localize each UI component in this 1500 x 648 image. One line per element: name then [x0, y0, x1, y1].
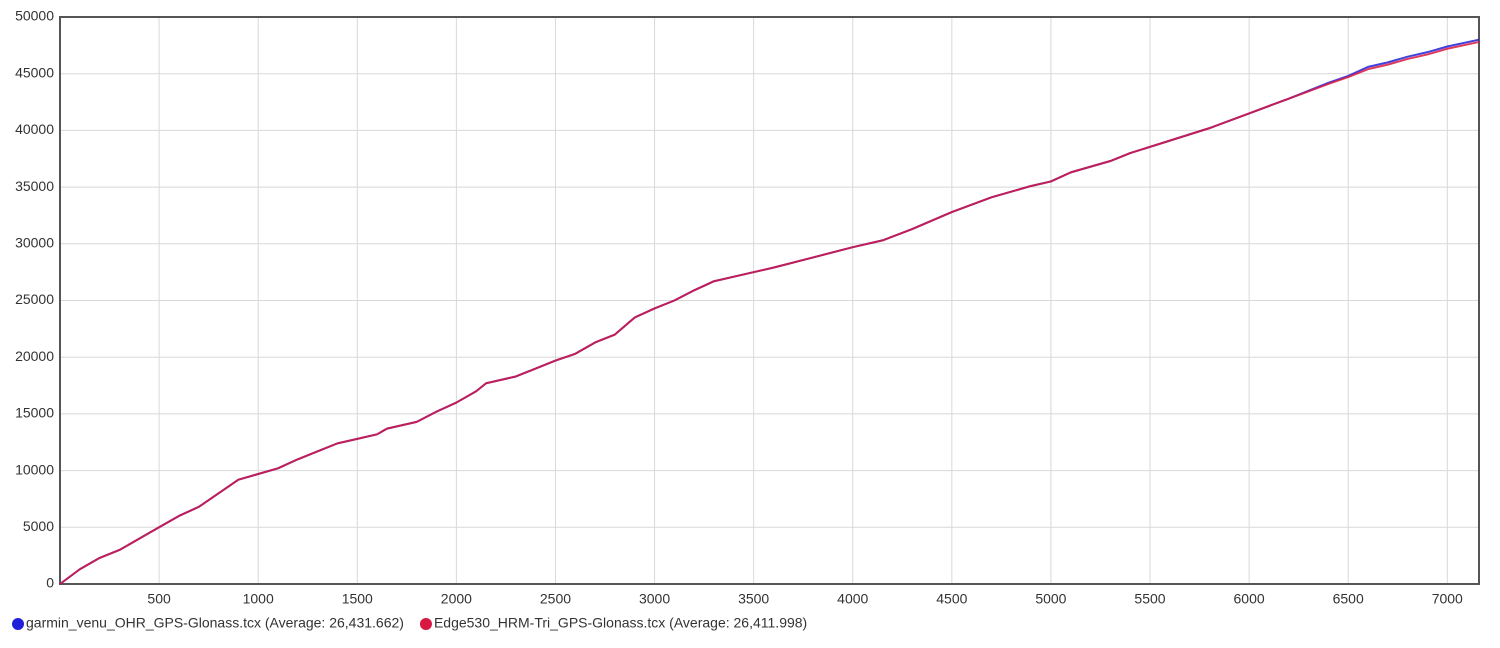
y-tick-label: 45000 — [15, 64, 54, 80]
legend-label: Edge530_HRM-Tri_GPS-Glonass.tcx (Average… — [434, 615, 807, 631]
x-tick-label: 4000 — [837, 591, 868, 607]
x-tick-label: 4500 — [936, 591, 967, 607]
y-tick-label: 30000 — [15, 235, 54, 251]
plot-border — [59, 16, 1480, 585]
y-tick-label: 35000 — [15, 178, 54, 194]
x-tick-label: 6000 — [1234, 591, 1265, 607]
y-tick-label: 10000 — [15, 461, 54, 477]
x-tick-label: 1500 — [342, 591, 373, 607]
x-tick-label: 500 — [147, 591, 171, 607]
series-line — [59, 40, 1480, 585]
y-tick-label: 0 — [46, 575, 54, 591]
x-tick-label: 5000 — [1035, 591, 1066, 607]
y-tick-label: 40000 — [15, 121, 54, 137]
legend-label: garmin_venu_OHR_GPS-Glonass.tcx (Average… — [26, 615, 404, 631]
y-tick-label: 5000 — [23, 518, 54, 534]
y-tick-label: 15000 — [15, 405, 54, 421]
y-tick-label: 50000 — [15, 8, 54, 24]
x-tick-label: 7000 — [1432, 591, 1463, 607]
series-line — [59, 38, 1480, 585]
x-tick-label: 1000 — [243, 591, 274, 607]
y-tick-label: 20000 — [15, 348, 54, 364]
x-tick-label: 2500 — [540, 591, 571, 607]
y-tick-label: 25000 — [15, 291, 54, 307]
x-tick-label: 2000 — [441, 591, 472, 607]
legend-marker — [419, 618, 432, 630]
x-tick-label: 3000 — [639, 591, 670, 607]
x-tick-label: 3500 — [738, 591, 769, 607]
legend-marker — [12, 618, 24, 630]
x-tick-label: 6500 — [1333, 591, 1364, 607]
x-tick-label: 5500 — [1134, 591, 1165, 607]
